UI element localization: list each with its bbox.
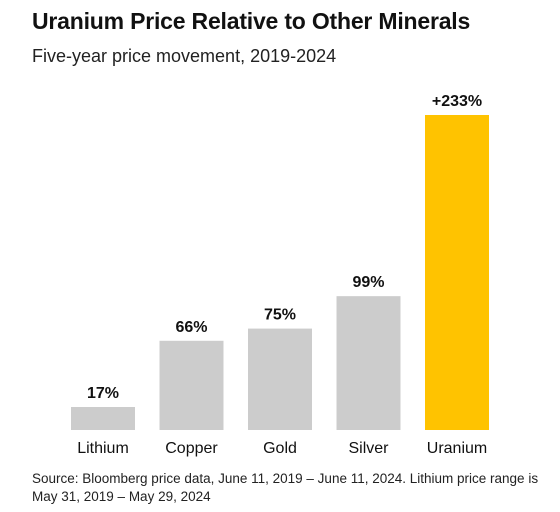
- chart-subtitle: Five-year price movement, 2019-2024: [32, 46, 337, 66]
- chart-title: Uranium Price Relative to Other Minerals: [32, 8, 471, 34]
- bar-uranium: [425, 115, 489, 430]
- value-label-uranium: +233%: [432, 93, 482, 110]
- bar-gold: [248, 328, 312, 430]
- category-label-copper: Copper: [165, 440, 218, 457]
- bar-silver: [336, 296, 401, 430]
- bar-copper: [159, 340, 224, 430]
- value-label-lithium: 17%: [87, 385, 119, 402]
- source-note: Source: Bloomberg price data, June 11, 2…: [32, 471, 539, 504]
- category-label-silver: Silver: [348, 440, 389, 457]
- value-label-silver: 99%: [352, 274, 384, 291]
- bar-lithium: [71, 407, 135, 430]
- category-label-gold: Gold: [263, 440, 297, 457]
- value-label-copper: 66%: [175, 319, 207, 336]
- value-label-gold: 75%: [264, 307, 296, 324]
- category-label-uranium: Uranium: [427, 440, 487, 457]
- category-label-lithium: Lithium: [77, 440, 129, 457]
